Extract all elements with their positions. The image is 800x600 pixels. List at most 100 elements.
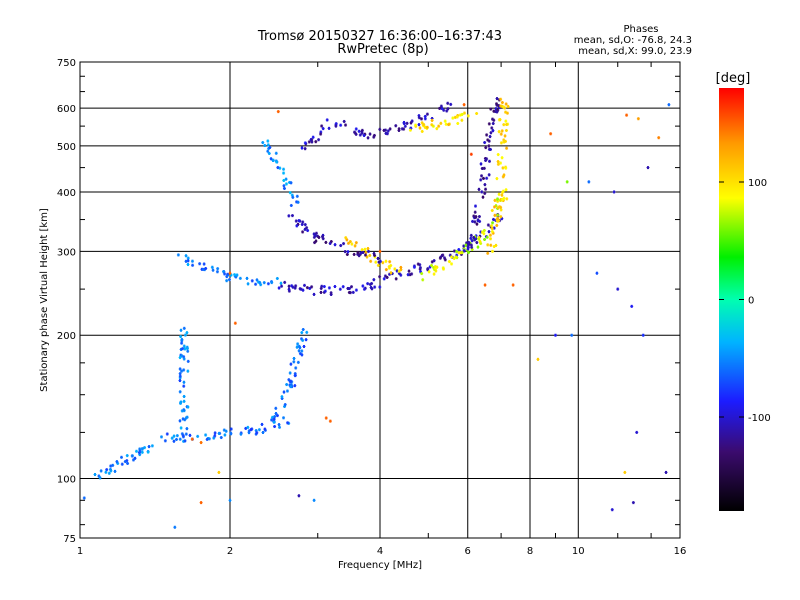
echo-point-h [616, 288, 620, 290]
echo-dot-h [494, 244, 498, 246]
echo-trace [486, 97, 510, 255]
echo-dot-h [504, 189, 508, 191]
echo-dot-h [302, 345, 306, 347]
echo-dot-h [499, 142, 503, 144]
echo-dot-h [185, 416, 189, 418]
echo-dot-h [356, 252, 360, 254]
echo-dot-h [482, 229, 486, 231]
echo-dot-h [238, 277, 242, 279]
echo-dot-h [186, 350, 190, 352]
echo-dot-h [323, 290, 327, 292]
colorbar-ticks: 100 0 -100 [719, 178, 771, 424]
echo-dot-h [300, 354, 304, 356]
echo-dot-h [499, 199, 503, 201]
echo-point-h [378, 250, 382, 252]
echo-dot-h [372, 253, 376, 255]
echo-dot-h [491, 250, 495, 252]
echo-dot-h [183, 440, 187, 442]
echo-dot-h [499, 105, 503, 107]
echo-dot-h [428, 266, 432, 268]
echo-dot-h [494, 108, 498, 110]
y-tick-label: 200 [57, 331, 76, 342]
echo-dot-h [483, 192, 487, 194]
echo-dot-h [483, 238, 487, 240]
echo-dot-h [464, 244, 468, 246]
echo-dot-h [394, 278, 398, 280]
echo-dot-h [425, 113, 429, 115]
echo-dot-h [495, 224, 499, 226]
echo-dot-h [418, 264, 422, 266]
echo-dot-h [222, 429, 226, 431]
echo-dot-h [474, 216, 478, 218]
echo-dot-h [451, 117, 455, 119]
echo-dot-h [430, 117, 434, 119]
echo-dot-h [275, 415, 279, 417]
echo-dot-h [298, 347, 302, 349]
echo-dot-h [180, 433, 184, 435]
echo-dot-h [487, 231, 491, 233]
echo-dot-h [362, 134, 366, 136]
echo-dot-h [489, 238, 493, 240]
echo-dot-h [290, 215, 294, 217]
echo-dot-h [287, 288, 291, 290]
echo-dot-h [279, 282, 283, 284]
echo-dot-h [397, 270, 401, 272]
echo-dot-h [249, 429, 253, 431]
x-tick-label: 2 [227, 546, 233, 557]
echo-dot-h [299, 288, 303, 290]
echo-dot-h [466, 245, 470, 247]
echo-dot-h [482, 167, 486, 169]
echo-dot-h [505, 147, 509, 149]
echo-point-h [664, 471, 668, 473]
echo-dot-h [419, 118, 423, 120]
echo-dot-h [302, 284, 306, 286]
echo-dot-h [107, 472, 111, 474]
echo-dot-h [365, 256, 369, 258]
echo-dot-h [443, 259, 447, 261]
echo-dot-h [484, 147, 488, 149]
echo-dot-h [297, 220, 301, 222]
echo-dot-h [276, 167, 280, 169]
echo-dot-h [407, 270, 411, 272]
echo-dot-h [184, 255, 188, 257]
echo-dot-h [301, 339, 305, 341]
echo-dot-h [329, 241, 333, 243]
echo-dot-h [384, 269, 388, 271]
echo-dot-h [424, 127, 428, 129]
echo-dot-h [328, 242, 332, 244]
echo-dot-h [430, 119, 434, 121]
echo-dot-h [179, 354, 183, 356]
echo-dot-h [182, 381, 186, 383]
echo-dot-h [261, 142, 265, 144]
echo-dot-h [474, 235, 478, 237]
echo-dot-h [293, 287, 297, 289]
echo-dot-h [178, 368, 182, 370]
echo-dot-h [182, 345, 186, 347]
echo-dot-h [378, 128, 382, 130]
echo-dot-h [500, 194, 504, 196]
echo-dot-h [488, 160, 492, 162]
echo-dot-h [486, 252, 490, 254]
echo-dot-h [303, 224, 307, 226]
echo-dot-h [395, 270, 399, 272]
echo-dot-h [384, 260, 388, 262]
echo-dot-h [201, 268, 205, 270]
echo-dot-h [496, 109, 500, 111]
echo-dot-h [491, 222, 495, 224]
echo-dot-h [300, 223, 304, 225]
echo-dot-h [327, 287, 331, 289]
echo-dot-h [353, 132, 357, 134]
echo-dot-h [475, 242, 479, 244]
echo-dot-h [372, 279, 376, 281]
echo-dot-h [140, 451, 144, 453]
echo-dot-h [272, 421, 276, 423]
echo-dot-h [438, 107, 442, 109]
echo-dot-h [191, 264, 195, 266]
echo-dot-h [493, 199, 497, 201]
echo-dot-h [370, 283, 374, 285]
echo-dot-h [426, 269, 430, 271]
echo-dot-h [311, 136, 315, 138]
echo-dot-h [354, 289, 358, 291]
echo-dot-h [376, 264, 380, 266]
echo-point-h [233, 322, 237, 324]
